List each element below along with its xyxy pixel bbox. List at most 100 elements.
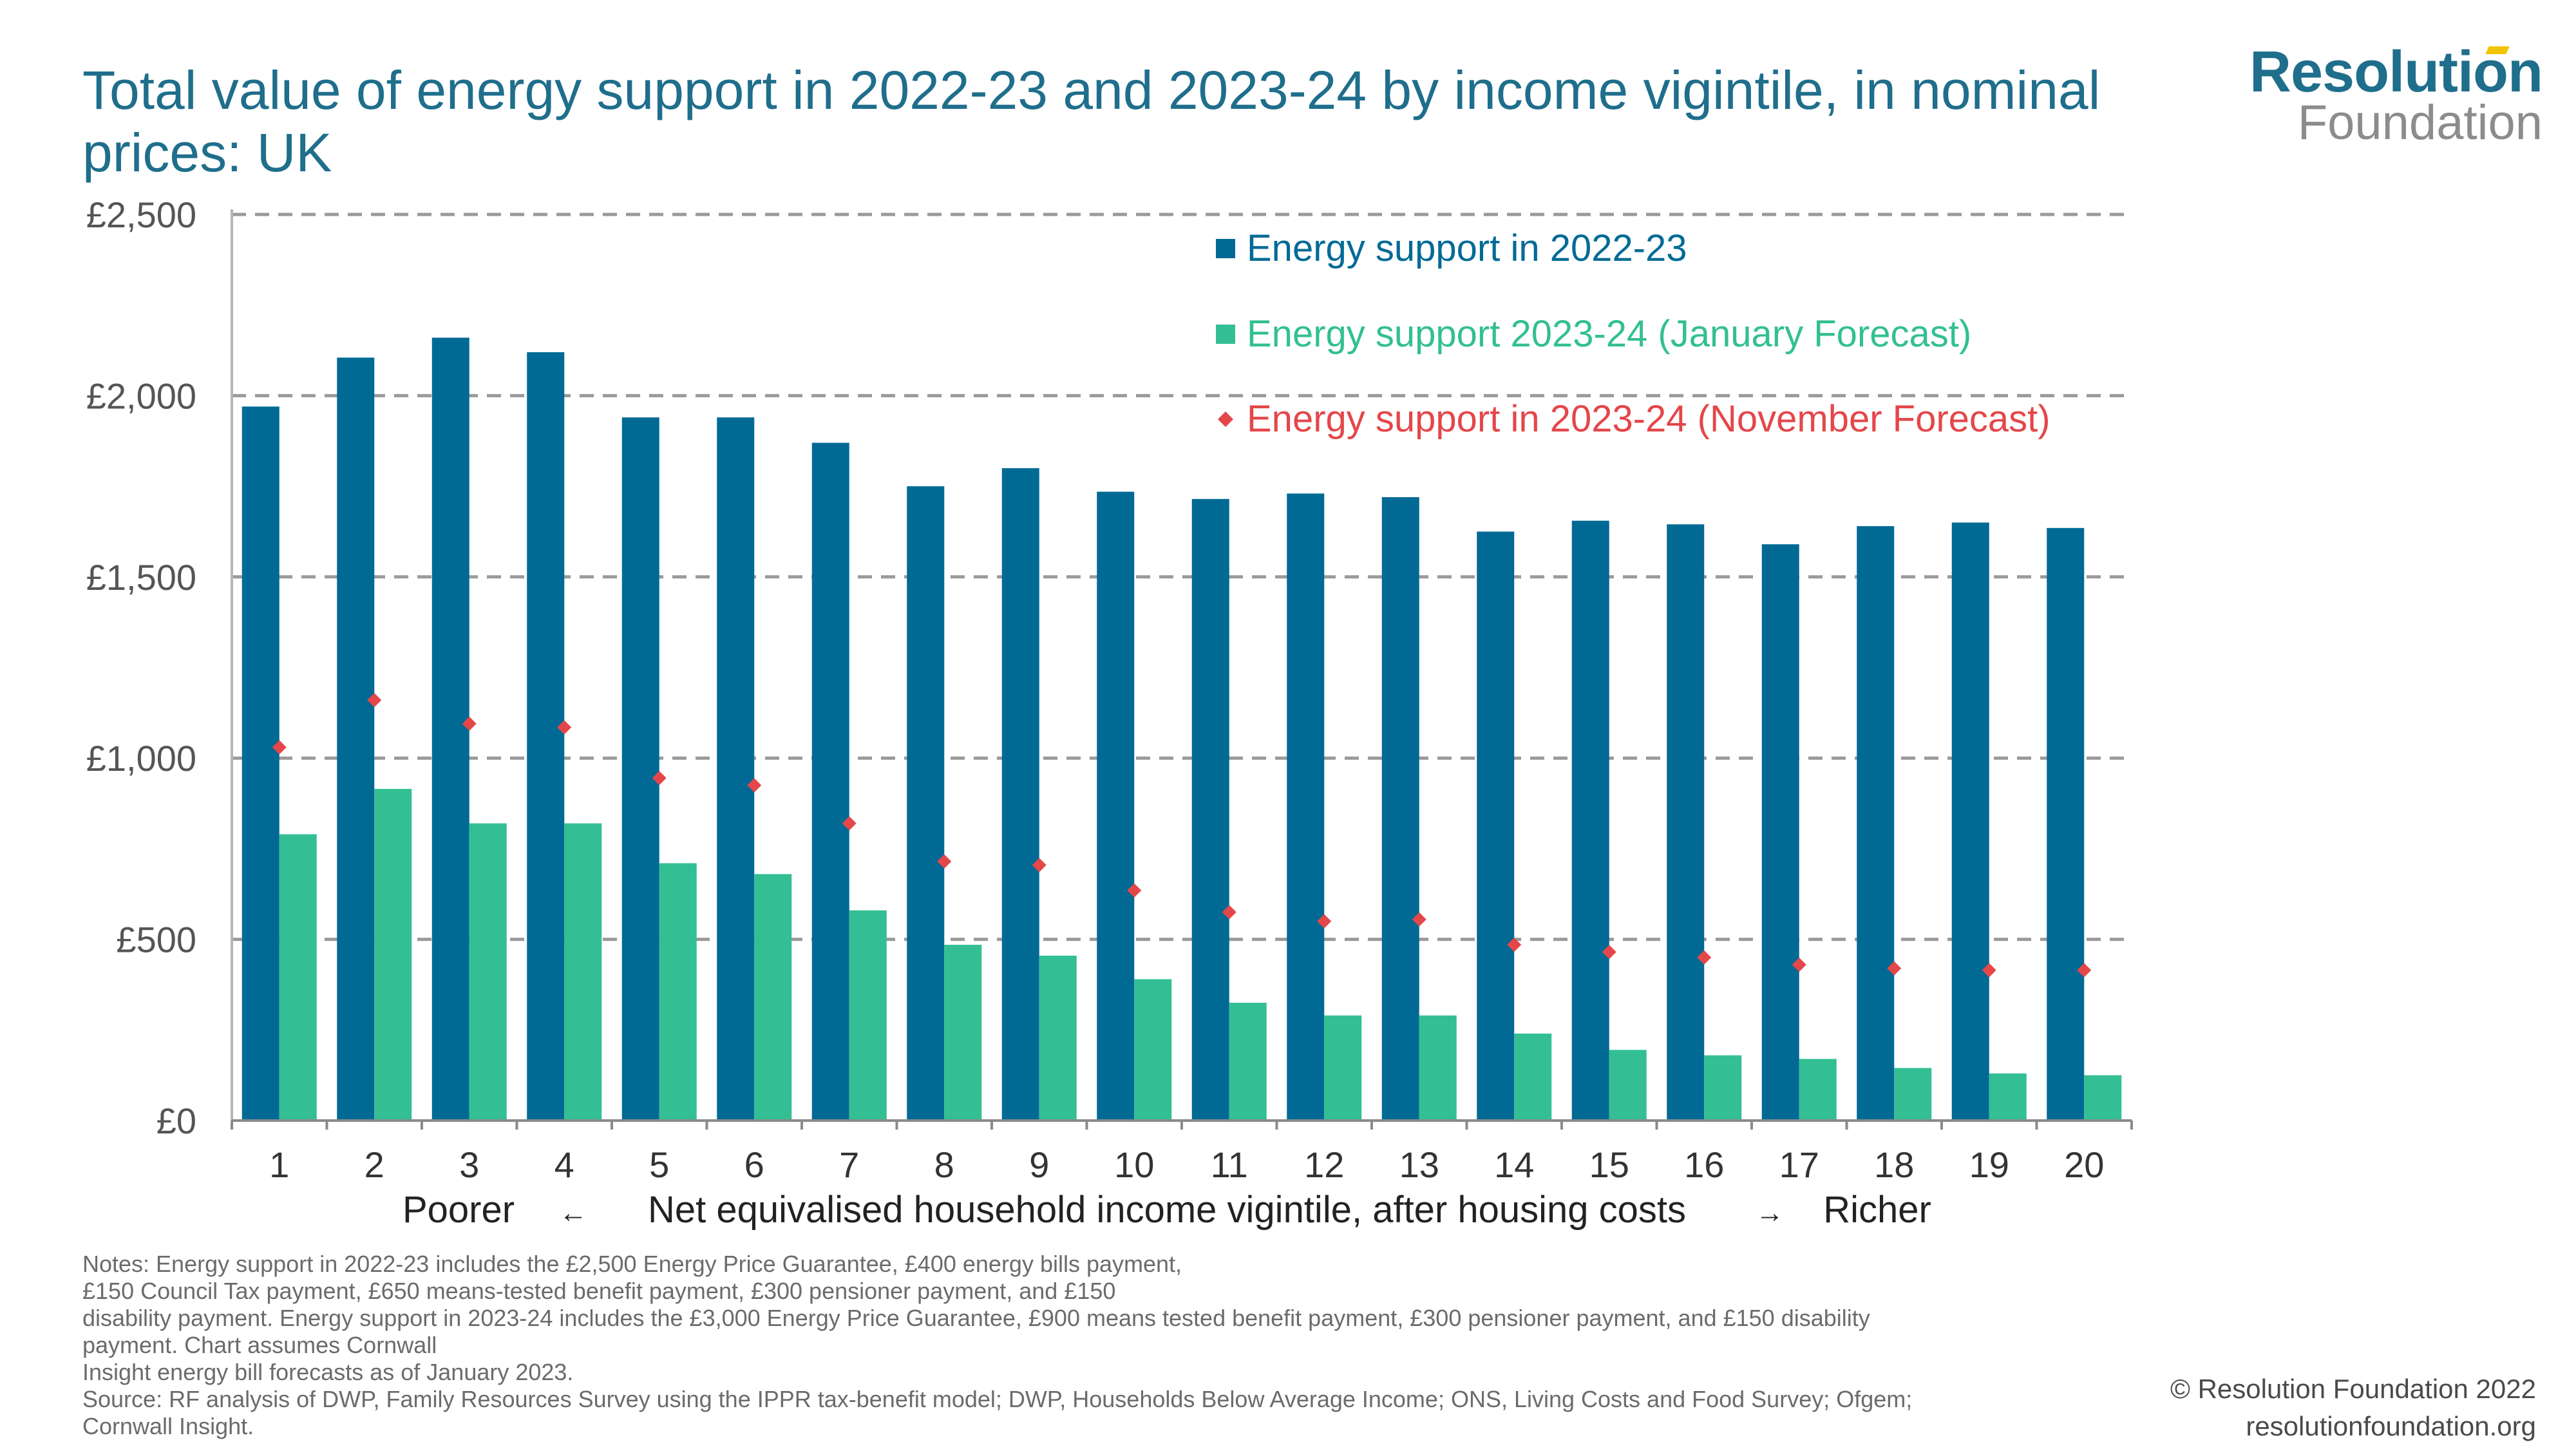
bar-series-2 — [1039, 955, 1077, 1121]
legend-label: Energy support 2023-24 (January Forecast… — [1247, 313, 1971, 355]
bar-series-1 — [1857, 526, 1895, 1121]
y-axis-ticks: £2,500 £2,000 £1,500 £1,000 £500 £0 — [86, 194, 196, 1141]
bar-series-1 — [1097, 491, 1135, 1121]
marker-series-3 — [1127, 883, 1142, 898]
notes-line: disability payment. Energy support in 20… — [82, 1305, 1870, 1331]
notes-line: Cornwall Insight. — [82, 1413, 254, 1439]
x-label-right-arrow: → — [1756, 1197, 1784, 1229]
x-label-poorer: Poorer — [402, 1189, 515, 1231]
x-tick-label: 15 — [1589, 1144, 1629, 1185]
copyright-text: © Resolution Foundation 2022 — [2170, 1374, 2536, 1404]
marker-series-3 — [1222, 905, 1236, 920]
x-tick-label: 2 — [365, 1144, 384, 1185]
logo-line-1: Resolution — [2249, 40, 2543, 104]
marker-series-3 — [1697, 950, 1712, 965]
bar-series-2 — [659, 863, 697, 1121]
bar-series-1 — [1191, 498, 1229, 1121]
bar-series-2 — [1229, 1003, 1267, 1121]
x-axis-label-group: Poorer ← Net equivalised household income … — [402, 1189, 1931, 1231]
marker-series-3 — [2077, 963, 2092, 978]
bar-series-1 — [337, 357, 375, 1121]
legend: Energy support in 2022-23 Energy support … — [1216, 227, 2050, 440]
bar-series-2 — [754, 874, 792, 1121]
bar-series-1 — [2047, 527, 2085, 1121]
y-tick-label: £500 — [116, 920, 196, 960]
footer-url: resolutionfoundation.org — [2246, 1411, 2536, 1441]
x-tick-label: 10 — [1114, 1144, 1154, 1185]
notes-line: payment. Chart assumes Cornwall — [82, 1332, 437, 1358]
y-tick-label: £1,500 — [86, 557, 196, 598]
x-tick-label: 5 — [649, 1144, 669, 1185]
x-tick-label: 14 — [1494, 1144, 1534, 1185]
bar-series-2 — [564, 823, 602, 1121]
x-tick-label: 13 — [1399, 1144, 1439, 1185]
marker-series-3 — [367, 693, 382, 708]
x-tick-label: 17 — [1779, 1144, 1819, 1185]
x-tick-label: 16 — [1684, 1144, 1724, 1185]
bar-series-1 — [1381, 497, 1419, 1121]
bar-series-1 — [1667, 524, 1705, 1121]
footer: © Resolution Foundation 2022 resolutionf… — [2170, 1370, 2536, 1445]
bar-series-1 — [1001, 468, 1039, 1121]
x-tick-label: 6 — [744, 1144, 764, 1185]
bars — [242, 337, 2122, 1121]
marker-series-3 — [1982, 963, 1996, 978]
bar-series-1 — [717, 417, 755, 1121]
bar-series-2 — [1514, 1033, 1552, 1121]
bar-series-1 — [527, 352, 565, 1121]
x-tick-label: 4 — [554, 1144, 574, 1185]
x-tick-label: 18 — [1874, 1144, 1914, 1185]
marker-series-3 — [557, 720, 572, 735]
bar-series-1 — [621, 417, 659, 1121]
bar-series-2 — [469, 823, 507, 1121]
bar-series-1 — [1571, 520, 1609, 1121]
x-tick-label: 11 — [1211, 1144, 1248, 1185]
bar-series-2 — [374, 789, 412, 1121]
bar-series-2 — [1419, 1015, 1457, 1121]
x-tick-label: 19 — [1969, 1144, 2009, 1185]
bar-series-2 — [849, 910, 887, 1121]
bar-series-1 — [431, 337, 469, 1121]
chart-notes: Notes: Energy support in 2022-23 include… — [82, 1251, 2156, 1440]
marker-series-3 — [1412, 912, 1426, 927]
bar-series-2 — [1799, 1059, 1837, 1121]
x-tick-label: 7 — [839, 1144, 859, 1185]
marker-series-3 — [272, 740, 287, 755]
bar-series-1 — [811, 442, 849, 1121]
x-tick-label: 8 — [934, 1144, 954, 1185]
bar-series-2 — [2084, 1075, 2122, 1121]
chart-title: Total value of energy support in 2022-23… — [82, 60, 2101, 183]
logo-line-2: Foundation — [2297, 95, 2543, 150]
bar-series-1 — [907, 486, 945, 1121]
marker-series-3 — [1792, 957, 1806, 972]
legend-swatch — [1218, 412, 1233, 427]
x-tick-label: 1 — [269, 1144, 289, 1185]
bar-series-2 — [1704, 1055, 1742, 1121]
bar-series-1 — [1761, 544, 1799, 1121]
bar-series-1 — [1951, 522, 1989, 1121]
marker-series-3 — [842, 816, 857, 831]
x-label-left-arrow: ← — [559, 1197, 587, 1229]
bar-series-1 — [1477, 531, 1515, 1121]
marker-series-3 — [1602, 945, 1616, 960]
markers — [272, 693, 2092, 978]
marker-series-3 — [747, 778, 762, 793]
marker-series-3 — [1507, 938, 1522, 952]
marker-series-3 — [1032, 858, 1046, 873]
legend-swatch — [1216, 325, 1235, 344]
marker-series-3 — [652, 771, 667, 786]
x-label-richer: Richer — [1823, 1189, 1931, 1231]
notes-line: Source: RF analysis of DWP, Family Resou… — [82, 1386, 1913, 1412]
bar-series-2 — [944, 945, 982, 1121]
y-tick-label: £2,500 — [86, 194, 196, 235]
legend-label: Energy support in 2022-23 — [1247, 227, 1687, 269]
marker-series-3 — [1317, 914, 1332, 929]
x-axis-label: Net equivalised household income viginti… — [648, 1189, 1686, 1231]
notes-line: £150 Council Tax payment, £650 means-tes… — [82, 1278, 1116, 1304]
legend-label: Energy support in 2023-24 (November Fore… — [1247, 398, 2050, 440]
marker-series-3 — [937, 854, 952, 869]
x-tick-label: 20 — [2064, 1144, 2104, 1185]
y-tick-label: £0 — [156, 1101, 196, 1141]
bar-series-2 — [1324, 1015, 1362, 1121]
